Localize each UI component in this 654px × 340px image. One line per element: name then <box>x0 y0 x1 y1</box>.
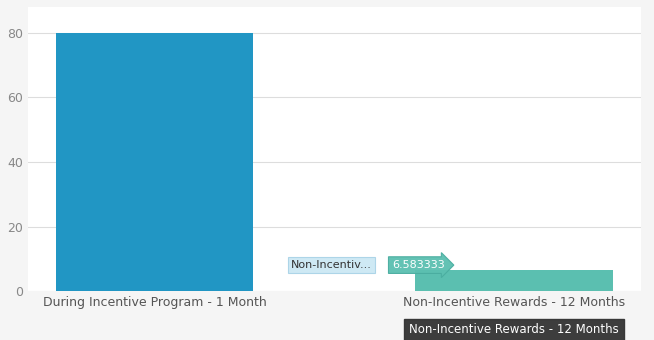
Text: Non-Incentive Rewards - 12 Months: Non-Incentive Rewards - 12 Months <box>409 323 619 336</box>
Text: 6.583333: 6.583333 <box>392 260 445 270</box>
Bar <box>415 270 613 291</box>
Text: Non-Incentiv...: Non-Incentiv... <box>291 260 372 270</box>
Bar <box>56 33 253 291</box>
